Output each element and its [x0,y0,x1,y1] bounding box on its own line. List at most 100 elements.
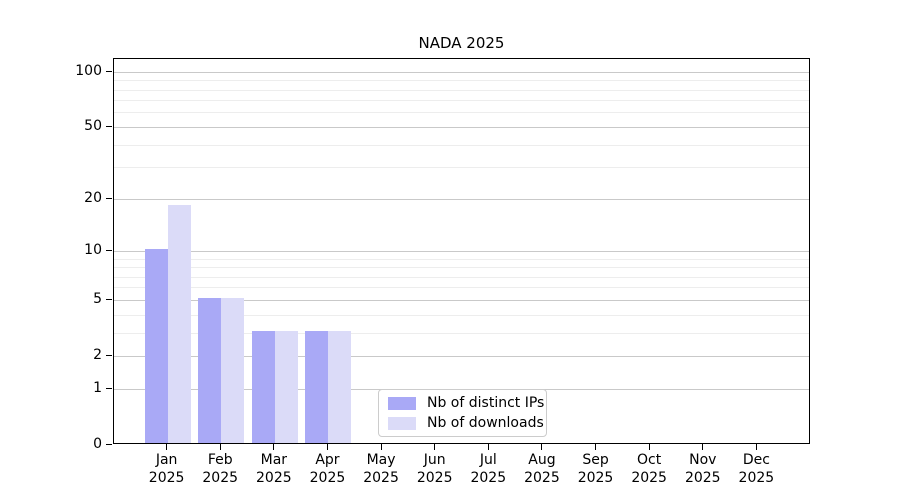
y-tick-label: 100 [75,63,102,80]
y-tick-label: 1 [93,380,102,397]
gridline-minor [114,167,809,169]
x-tick-mark [273,444,275,450]
bar-nb-of-distinct-ips-feb [198,298,222,443]
x-tick-label-jul: Jul 2025 [456,451,520,487]
x-tick-label-line: Apr [315,452,340,468]
x-tick-label-line: Oct [637,452,662,468]
x-tick-label-line: 2025 [631,470,667,486]
legend-swatch-downloads-icon [388,416,416,430]
x-tick-label-feb: Feb 2025 [188,451,252,487]
gridline-minor [114,276,809,278]
bar-nb-of-downloads-feb [221,298,245,443]
gridline-major [114,250,809,252]
x-tick-label-line: 2025 [256,470,292,486]
x-tick-label-jun: Jun 2025 [403,451,467,487]
gridline-major [114,299,809,301]
x-tick-label-line: Jan [155,452,178,468]
y-tick-label: 5 [93,291,102,308]
x-tick-label-line: 2025 [202,470,239,486]
gridline-major [114,71,809,73]
gridline-minor [114,267,809,269]
x-tick-label-line: Sep [582,452,609,468]
y-tick-label: 10 [84,242,102,259]
gridline-major [114,126,809,128]
bar-nb-of-distinct-ips-apr [305,331,329,443]
legend-item-distinct-ips: Nb of distinct IPs [388,395,546,411]
gridline-minor [114,100,809,102]
x-tick-mark [326,444,328,450]
y-tick-label: 2 [93,347,102,364]
y-tick-label: 50 [84,118,102,135]
x-tick-label-line: 2025 [363,470,399,486]
x-tick-mark [755,444,757,450]
y-tick-mark [106,443,112,445]
x-tick-mark [595,444,597,450]
x-tick-label-line: 2025 [416,470,453,486]
x-tick-label-line: 2025 [148,470,185,486]
x-tick-label-line: Jul [479,452,497,468]
y-tick-mark [106,387,112,389]
x-tick-label-line: 2025 [524,470,560,486]
x-tick-label-mar: Mar 2025 [242,451,306,487]
x-tick-label-line: 2025 [738,470,775,486]
x-tick-label-may: May 2025 [349,451,413,487]
gridline-minor [114,144,809,146]
x-tick-label-line: May [366,452,396,468]
y-tick-mark [106,249,112,251]
y-tick-mark [106,70,112,72]
gridline-major [114,355,809,357]
x-tick-mark [487,444,489,450]
x-tick-label-dec: Dec 2025 [724,451,788,487]
gridline-minor [114,332,809,334]
legend-swatch-distinct-ips-icon [388,396,416,410]
x-tick-label-line: 2025 [684,470,721,486]
gridline-minor [114,112,809,114]
bar-nb-of-downloads-mar [274,331,298,443]
legend-item-downloads: Nb of downloads [388,415,546,431]
y-tick-label: 20 [84,190,102,207]
x-tick-label-sep: Sep 2025 [564,451,628,487]
x-tick-label-nov: Nov 2025 [671,451,735,487]
plot-area [113,58,810,444]
legend-label-downloads: Nb of downloads [427,415,544,431]
x-tick-mark [166,444,168,450]
legend-label-distinct-ips: Nb of distinct IPs [427,395,545,411]
bar-nb-of-downloads-apr [328,331,352,443]
x-tick-label-oct: Oct 2025 [617,451,681,487]
gridline-minor [114,89,809,91]
x-tick-label-line: 2025 [577,470,614,486]
y-tick-mark [106,125,112,127]
x-tick-mark [380,444,382,450]
y-tick-mark [106,298,112,300]
bar-nb-of-distinct-ips-jan [144,249,168,443]
x-tick-label-line: Dec [742,452,770,468]
gridline-minor [114,258,809,260]
x-tick-label-line: 2025 [470,470,507,486]
x-tick-mark [702,444,704,450]
y-tick-label: 0 [93,436,102,452]
bar-nb-of-distinct-ips-mar [251,331,275,443]
legend: Nb of distinct IPs Nb of downloads [378,389,547,437]
x-tick-label-line: 2025 [309,470,346,486]
x-tick-label-jan: Jan 2025 [135,451,199,487]
x-tick-label-line: Mar [260,452,288,468]
gridline-minor [114,287,809,289]
x-tick-label-line: Nov [689,452,717,468]
x-tick-mark [219,444,221,450]
x-tick-mark [434,444,436,450]
x-tick-mark [648,444,650,450]
x-tick-label-line: Jun [423,452,446,468]
y-tick-mark [106,197,112,199]
gridline-major [114,198,809,200]
gridline-minor [114,80,809,82]
x-tick-label-apr: Apr 2025 [295,451,359,487]
x-tick-label-line: Feb [207,452,233,468]
gridline-minor [114,314,809,316]
y-tick-mark [106,354,112,356]
x-tick-label-aug: Aug 2025 [510,451,574,487]
chart-title: NADA 2025 [418,34,505,52]
bar-nb-of-downloads-jan [167,205,191,443]
x-tick-mark [541,444,543,450]
x-tick-label-line: Aug [528,452,556,468]
